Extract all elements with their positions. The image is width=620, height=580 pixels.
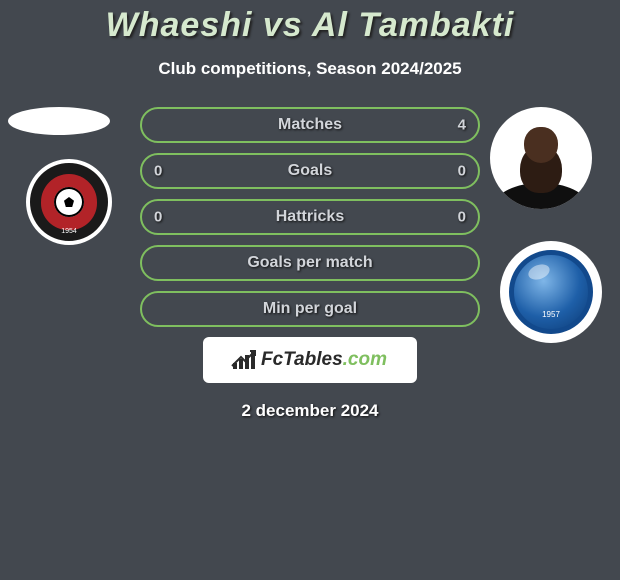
stat-label: Matches [278,116,342,134]
player-right-avatar [490,107,592,209]
club-left-badge: 1954 [26,159,112,245]
brand-text: FcTables.com [261,349,387,371]
stat-label: Min per goal [263,300,357,318]
club-right-year: 1957 [542,310,560,319]
stat-row: 0 Hattricks 0 [140,199,480,235]
page-title: Whaeshi vs Al Tambakti [0,0,620,45]
brand-suffix: .com [343,349,387,370]
stat-right-value: 4 [458,117,466,134]
stat-label: Hattricks [276,208,344,226]
chart-icon [233,351,255,369]
stat-right-value: 0 [458,163,466,180]
club-left-year: 1954 [61,228,77,235]
stat-left-value: 0 [154,209,162,226]
stat-row: 0 Goals 0 [140,153,480,189]
brand-name: FcTables [261,349,343,370]
stat-row: Min per goal [140,291,480,327]
stat-label: Goals [288,162,332,180]
stat-row: Goals per match [140,245,480,281]
stat-right-value: 0 [458,209,466,226]
date-text: 2 december 2024 [0,401,620,421]
subtitle: Club competitions, Season 2024/2025 [0,59,620,79]
club-right-badge: 1957 [500,241,602,343]
stat-label: Goals per match [247,254,372,272]
stat-left-value: 0 [154,163,162,180]
stat-row: Matches 4 [140,107,480,143]
stats-rows: Matches 4 0 Goals 0 0 Hattricks 0 Goals … [140,107,480,327]
player-left-avatar [8,107,110,135]
brand-logo: FcTables.com [203,337,417,383]
comparison-panel: 1954 1957 Matches 4 0 Goals 0 0 Hattrick… [0,107,620,421]
